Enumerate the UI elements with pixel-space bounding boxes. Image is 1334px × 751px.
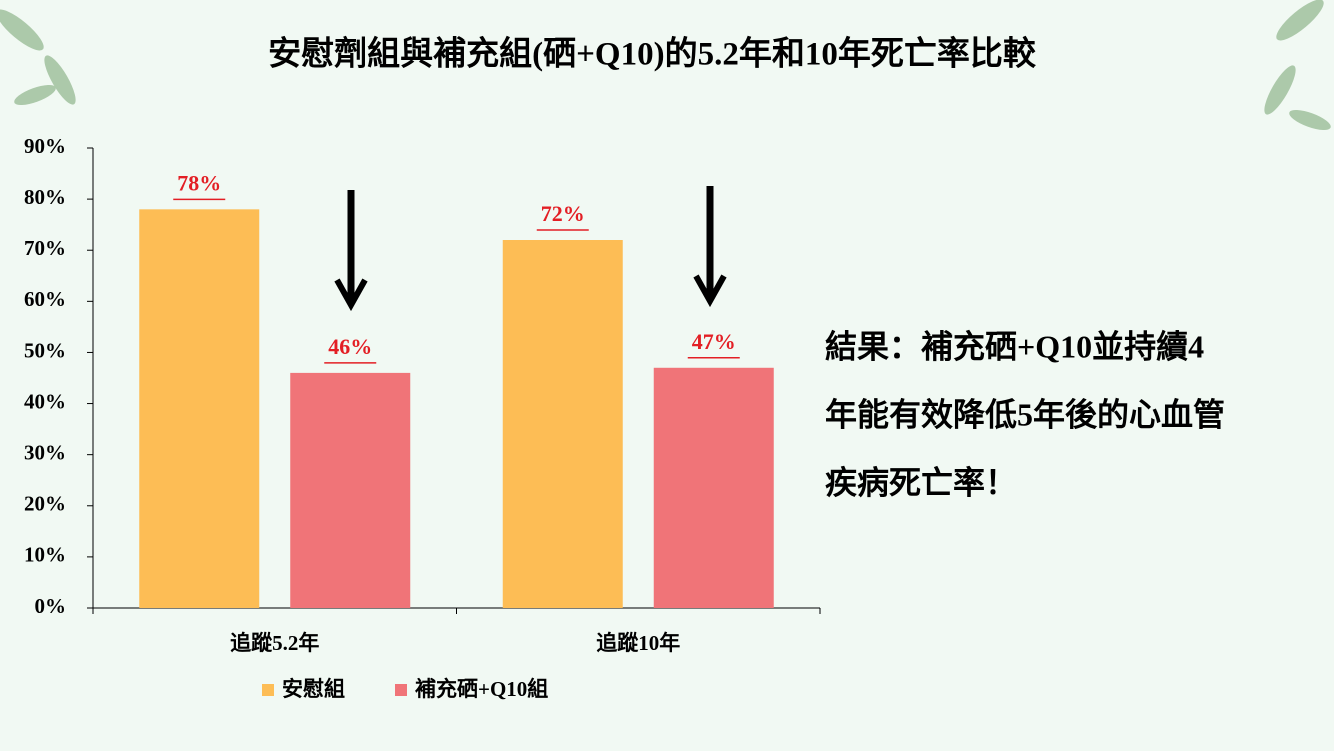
bar [502,240,623,608]
arrow [334,190,368,312]
bar [290,372,411,608]
y-tick-label: 10% [24,543,66,567]
y-tick-label: 40% [24,389,66,413]
x-tick-label: 追蹤5.2年 [230,631,319,655]
arrow [693,186,727,308]
x-tick-label: 追蹤10年 [596,631,680,655]
value-label: 72% [541,201,585,226]
conclusion-text: 結果：補充硒+Q10並持續4 [825,328,1204,364]
legend-label: 安慰組 [282,677,345,701]
value-label: 78% [177,170,221,195]
bar [653,367,774,608]
value-label: 46% [328,334,372,359]
legend-swatch [262,684,274,696]
y-tick-label: 70% [24,236,66,260]
y-tick-label: 90% [24,134,66,158]
legend-label: 補充硒+Q10組 [414,677,548,701]
y-tick-label: 50% [24,338,66,362]
chart-title: 安慰劑組與補充組(硒+Q10)的5.2年和10年死亡率比較 [268,36,1037,73]
bar [139,209,260,609]
y-tick-label: 0% [35,594,67,618]
conclusion-text: 疾病死亡率！ [825,464,1017,500]
leaf-decoration [0,0,1331,130]
y-tick-label: 60% [24,287,66,311]
value-label: 47% [692,329,736,354]
conclusion-text: 年能有效降低5年後的心血管 [825,396,1225,432]
y-tick-label: 80% [24,185,66,209]
y-tick-label: 20% [24,492,66,516]
legend-swatch [395,684,407,696]
y-tick-label: 30% [24,440,66,464]
